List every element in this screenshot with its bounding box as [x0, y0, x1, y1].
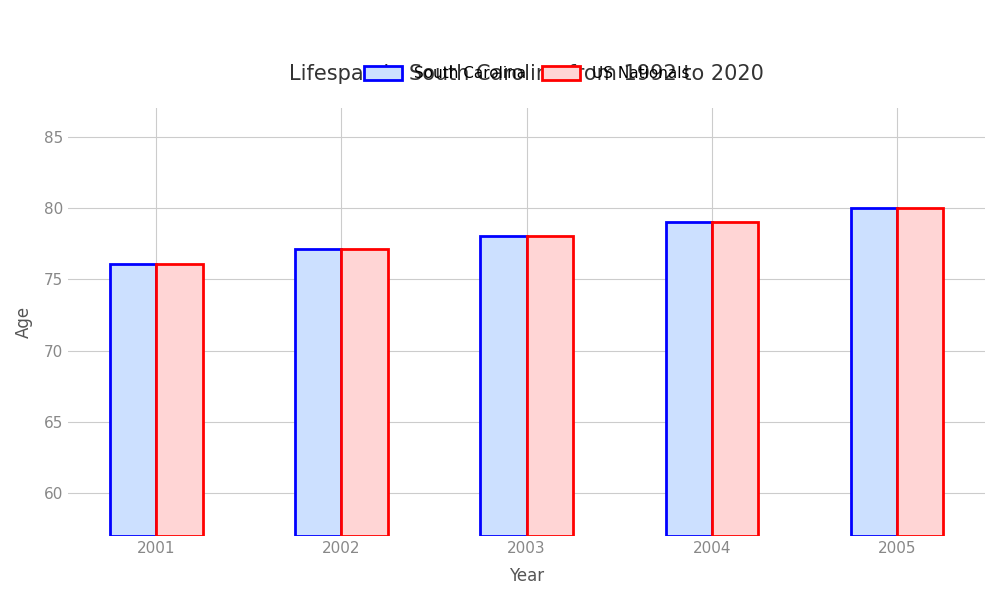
Bar: [341, 249, 388, 536]
Bar: [712, 222, 758, 536]
Title: Lifespan in South Carolina from 1992 to 2020: Lifespan in South Carolina from 1992 to …: [289, 64, 764, 84]
Bar: [527, 236, 573, 536]
Bar: [897, 208, 943, 536]
Bar: [156, 263, 203, 536]
Legend: South Carolina, US Nationals: South Carolina, US Nationals: [358, 60, 696, 87]
Bar: [480, 236, 527, 536]
Bar: [110, 263, 156, 536]
Bar: [295, 249, 341, 536]
Bar: [666, 222, 712, 536]
Y-axis label: Age: Age: [15, 306, 33, 338]
Bar: [851, 208, 897, 536]
X-axis label: Year: Year: [509, 567, 544, 585]
